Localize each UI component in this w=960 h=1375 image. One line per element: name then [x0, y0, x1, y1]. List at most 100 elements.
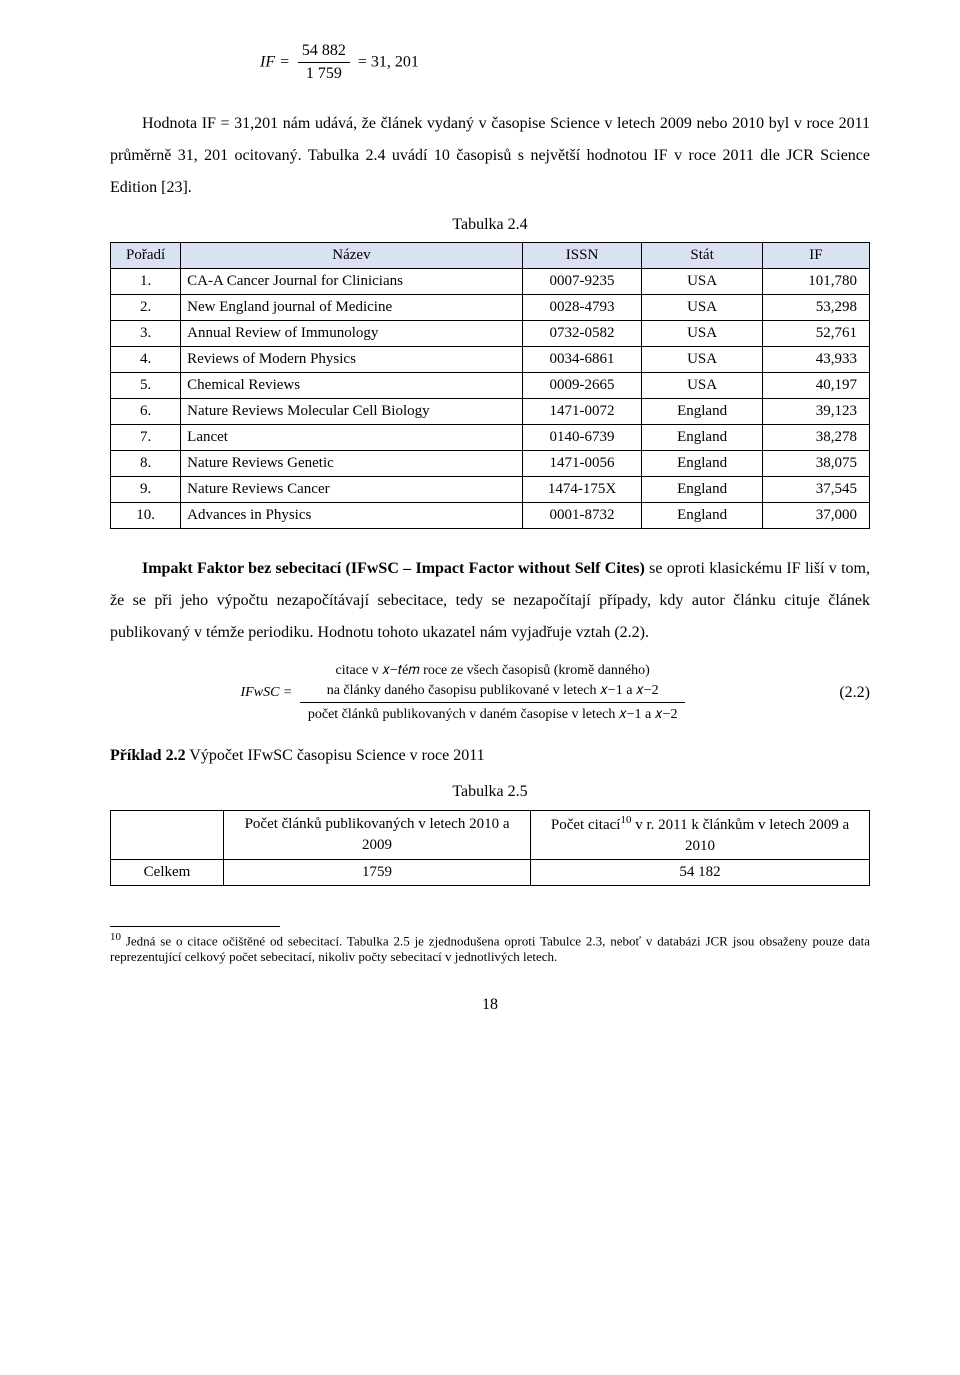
- eq-den: 1 759: [298, 63, 350, 85]
- col-if: IF: [762, 243, 869, 269]
- example-2-2: Příklad 2.2 Výpočet IFwSC časopisu Scien…: [110, 745, 870, 767]
- table-cell: CA-A Cancer Journal for Clinicians: [181, 269, 523, 295]
- equation-ifwsc: IFwSC = citace v 𝑥−𝑡é𝑚 roce ze všech čas…: [110, 661, 870, 725]
- footnote-separator: [110, 926, 280, 927]
- t25-empty: [111, 810, 224, 859]
- table-cell: Nature Reviews Genetic: [181, 451, 523, 477]
- table-row: 10.Advances in Physics0001-8732England37…: [111, 503, 870, 529]
- table-cell: 40,197: [762, 373, 869, 399]
- eq-body: IFwSC = citace v 𝑥−𝑡é𝑚 roce ze všech čas…: [110, 661, 820, 725]
- table-cell: 9.: [111, 477, 181, 503]
- col-nazev: Název: [181, 243, 523, 269]
- paragraph-2-bold: Impakt Faktor bez sebecitací (IFwSC – Im…: [142, 560, 645, 577]
- paragraph-2-text: Impakt Faktor bez sebecitací (IFwSC – Im…: [110, 553, 870, 649]
- table-cell: 10.: [111, 503, 181, 529]
- table-cell: 43,933: [762, 347, 869, 373]
- eq2-lhs: IFwSC =: [241, 685, 293, 700]
- table-cell: England: [642, 425, 762, 451]
- equation-if: IF = 54 882 1 759 = 31, 201: [260, 40, 870, 86]
- table-cell: Nature Reviews Molecular Cell Biology: [181, 399, 523, 425]
- table-cell: 0732-0582: [522, 321, 642, 347]
- table-cell: 5.: [111, 373, 181, 399]
- table-cell: 0140-6739: [522, 425, 642, 451]
- table-row: 1.CA-A Cancer Journal for Clinicians0007…: [111, 269, 870, 295]
- table-cell: New England journal of Medicine: [181, 295, 523, 321]
- table-2-5-header-row: Počet článků publikovaných v letech 2010…: [111, 810, 870, 859]
- table-cell: 52,761: [762, 321, 869, 347]
- table-cell: 39,123: [762, 399, 869, 425]
- table-cell: Advances in Physics: [181, 503, 523, 529]
- table-2-4-caption: Tabulka 2.4: [110, 214, 870, 236]
- footnote-sup: 10: [110, 931, 121, 943]
- eq-num: 54 882: [298, 40, 350, 63]
- table-cell: 0001-8732: [522, 503, 642, 529]
- eq2-bot: počet článků publikovaných v daném časop…: [300, 703, 686, 725]
- footnote-text: Jedná se o citace očištěné od sebecitací…: [110, 933, 870, 964]
- eq-rhs: = 31, 201: [358, 54, 419, 71]
- table-2-5-caption: Tabulka 2.5: [110, 781, 870, 803]
- table-cell: USA: [642, 373, 762, 399]
- table-cell: 0034-6861: [522, 347, 642, 373]
- table-2-4: Pořadí Název ISSN Stát IF 1.CA-A Cancer …: [110, 242, 870, 529]
- table-cell: USA: [642, 295, 762, 321]
- table-cell: Nature Reviews Cancer: [181, 477, 523, 503]
- t25-head1: Počet článků publikovaných v letech 2010…: [224, 810, 531, 859]
- table-row: 4.Reviews of Modern Physics0034-6861USA4…: [111, 347, 870, 373]
- eq-lhs: IF =: [260, 54, 290, 71]
- eq2-fraction: citace v 𝑥−𝑡é𝑚 roce ze všech časopisů (k…: [300, 661, 686, 725]
- table-row: 7.Lancet0140-6739England38,278: [111, 425, 870, 451]
- table-cell: 0009-2665: [522, 373, 642, 399]
- t25-head2-a: Počet citací: [551, 817, 621, 833]
- table-cell: 37,545: [762, 477, 869, 503]
- table-2-4-header-row: Pořadí Název ISSN Stát IF: [111, 243, 870, 269]
- example-2-2-rest: Výpočet IFwSC časopisu Science v roce 20…: [186, 747, 485, 764]
- t25-row-v2: 54 182: [531, 859, 870, 885]
- table-cell: England: [642, 477, 762, 503]
- page-number: 18: [110, 994, 870, 1016]
- eq2-number: (2.2): [820, 682, 870, 704]
- table-cell: England: [642, 399, 762, 425]
- table-row: 8.Nature Reviews Genetic1471-0056England…: [111, 451, 870, 477]
- t25-head2-b: v r. 2011 k článkům v letech 2009 a 2010: [631, 817, 849, 854]
- paragraph-2: Impakt Faktor bez sebecitací (IFwSC – Im…: [110, 553, 870, 649]
- table-row: 6.Nature Reviews Molecular Cell Biology1…: [111, 399, 870, 425]
- table-cell: 38,278: [762, 425, 869, 451]
- table-cell: 0028-4793: [522, 295, 642, 321]
- table-cell: 53,298: [762, 295, 869, 321]
- col-poradi: Pořadí: [111, 243, 181, 269]
- paragraph-1: Hodnota IF = 31,201 nám udává, že článek…: [110, 108, 870, 204]
- eq2-top2: na články daného časopisu publikované v …: [327, 683, 659, 698]
- table-cell: 0007-9235: [522, 269, 642, 295]
- table-cell: USA: [642, 269, 762, 295]
- paragraph-1-text: Hodnota IF = 31,201 nám udává, že článek…: [110, 108, 870, 204]
- table-cell: Lancet: [181, 425, 523, 451]
- table-cell: 1.: [111, 269, 181, 295]
- table-cell: USA: [642, 347, 762, 373]
- table-row: 9.Nature Reviews Cancer1474-175XEngland3…: [111, 477, 870, 503]
- table-cell: 37,000: [762, 503, 869, 529]
- table-cell: 1471-0056: [522, 451, 642, 477]
- table-cell: 101,780: [762, 269, 869, 295]
- eq2-top1: citace v 𝑥−𝑡é𝑚 roce ze všech časopisů (k…: [336, 663, 650, 678]
- footnote-10: 10 Jedná se o citace očištěné od sebecit…: [110, 931, 870, 966]
- table-cell: England: [642, 503, 762, 529]
- table-cell: Reviews of Modern Physics: [181, 347, 523, 373]
- t25-head2: Počet citací10 v r. 2011 k článkům v let…: [531, 810, 870, 859]
- table-cell: USA: [642, 321, 762, 347]
- table-cell: 7.: [111, 425, 181, 451]
- table-row: 3.Annual Review of Immunology0732-0582US…: [111, 321, 870, 347]
- table-cell: 8.: [111, 451, 181, 477]
- table-cell: 1471-0072: [522, 399, 642, 425]
- table-cell: 38,075: [762, 451, 869, 477]
- table-cell: 1474-175X: [522, 477, 642, 503]
- table-2-5-row: Celkem 1759 54 182: [111, 859, 870, 885]
- table-cell: England: [642, 451, 762, 477]
- table-2-5: Počet článků publikovaných v letech 2010…: [110, 810, 870, 886]
- table-cell: 4.: [111, 347, 181, 373]
- col-issn: ISSN: [522, 243, 642, 269]
- example-2-2-label: Příklad 2.2: [110, 747, 186, 764]
- table-row: 5.Chemical Reviews0009-2665USA40,197: [111, 373, 870, 399]
- t25-head2-sup: 10: [620, 814, 631, 826]
- eq-fraction: 54 882 1 759: [298, 40, 350, 86]
- table-cell: 6.: [111, 399, 181, 425]
